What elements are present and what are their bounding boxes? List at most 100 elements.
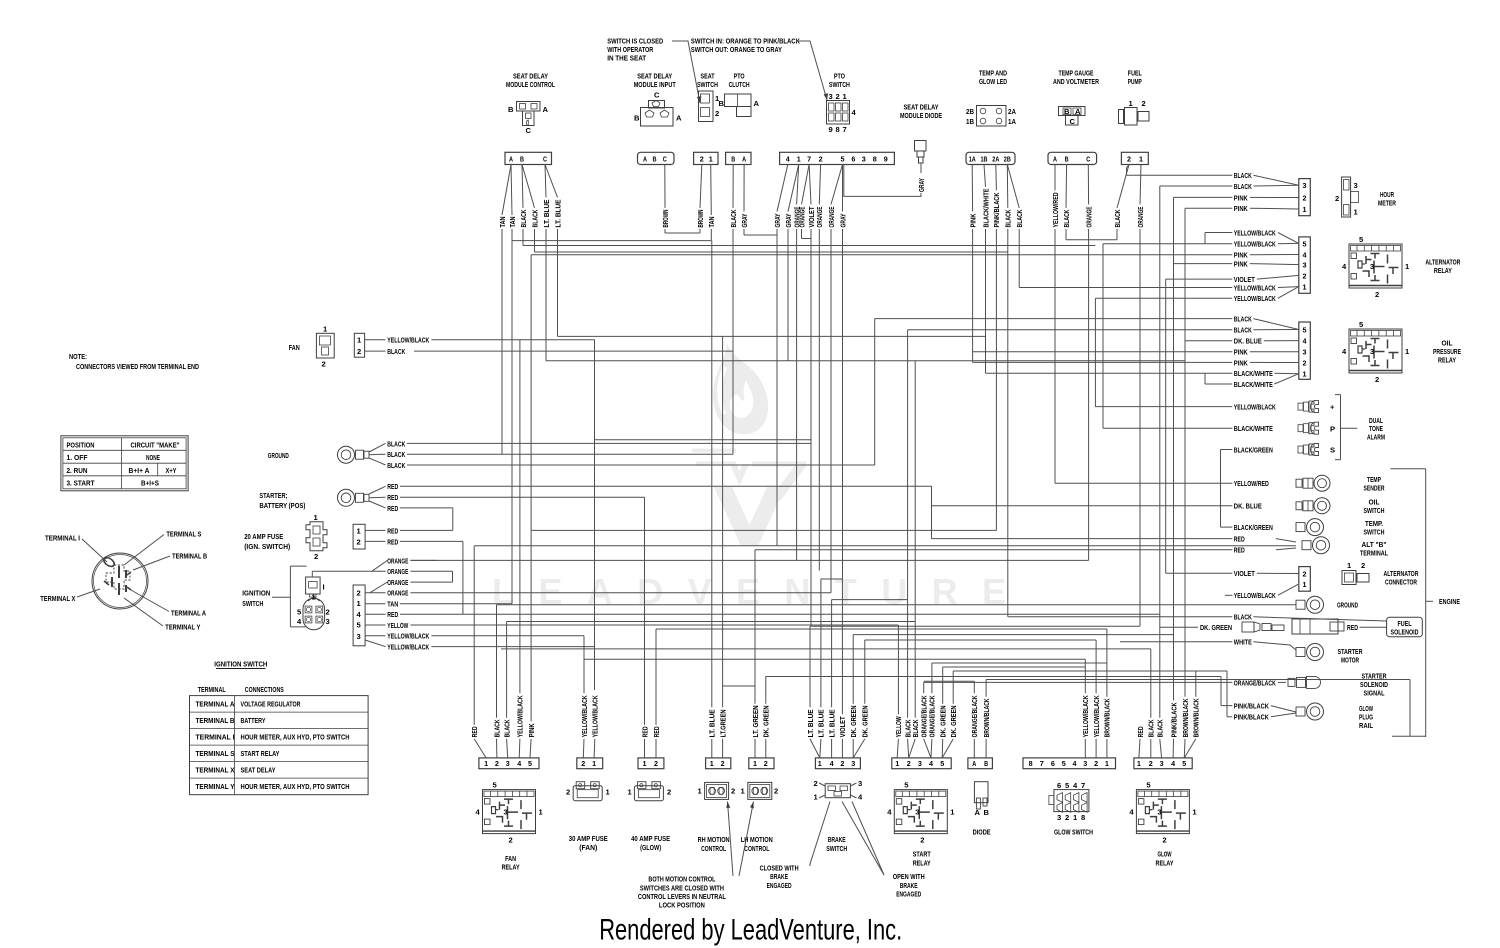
svg-text:1: 1 (1105, 759, 1110, 768)
svg-text:B: B (1064, 107, 1070, 116)
svg-text:B: B (1065, 154, 1069, 163)
svg-text:ORANGE: ORANGE (387, 578, 408, 587)
svg-text:4: 4 (929, 759, 934, 768)
svg-text:5: 5 (904, 781, 909, 790)
svg-text:ORANGE: ORANGE (797, 207, 806, 228)
svg-text:VIOLET: VIOLET (838, 716, 847, 737)
svg-text:LT. GREEN: LT. GREEN (751, 705, 760, 737)
svg-text:2: 2 (774, 787, 778, 796)
svg-text:OIL: OIL (1442, 339, 1453, 348)
svg-text:SEAT DELAY: SEAT DELAY (637, 72, 672, 81)
svg-text:1: 1 (1405, 347, 1410, 356)
svg-text:3: 3 (915, 808, 919, 817)
svg-text:GLOW SWITCH: GLOW SWITCH (1054, 828, 1093, 837)
svg-text:TERMINAL B: TERMINAL B (172, 551, 207, 560)
svg-text:(GLOW): (GLOW) (640, 843, 661, 852)
svg-text:1: 1 (1354, 208, 1359, 217)
svg-text:BLACK: BLACK (1004, 209, 1013, 227)
svg-text:7: 7 (1081, 781, 1085, 790)
svg-text:TERMINAL X: TERMINAL X (40, 594, 75, 603)
svg-text:RED: RED (387, 537, 398, 546)
svg-text:1: 1 (753, 759, 758, 768)
svg-text:BATTERY (POS): BATTERY (POS) (259, 501, 305, 510)
svg-text:LT. BLUE: LT. BLUE (806, 709, 815, 737)
svg-text:1: 1 (797, 154, 802, 163)
svg-text:B: B (984, 759, 988, 768)
svg-text:2: 2 (721, 759, 725, 768)
svg-text:4: 4 (786, 154, 791, 163)
svg-text:CONTROL: CONTROL (701, 844, 726, 853)
svg-text:WHITE: WHITE (1234, 638, 1252, 647)
svg-text:FAN: FAN (505, 854, 516, 863)
svg-text:2: 2 (715, 109, 719, 118)
svg-text:BLACK: BLACK (530, 209, 539, 227)
svg-text:SWITCHES ARE CLOSED WITH: SWITCHES ARE CLOSED WITH (640, 883, 724, 892)
svg-text:8: 8 (1029, 759, 1033, 768)
svg-text:RED: RED (652, 726, 661, 737)
svg-text:30 AMP FUSE: 30 AMP FUSE (569, 834, 608, 843)
svg-text:BLACK: BLACK (492, 719, 501, 737)
svg-text:BRAKE: BRAKE (900, 881, 918, 890)
svg-text:1: 1 (357, 336, 362, 345)
svg-text:B: B (984, 808, 990, 817)
svg-text:PINK/BLACK: PINK/BLACK (992, 192, 1001, 227)
svg-text:3: 3 (862, 154, 866, 163)
svg-text:SEAT DELAY: SEAT DELAY (904, 103, 939, 112)
svg-text:PRESSURE: PRESSURE (1433, 347, 1461, 356)
svg-text:START RELAY: START RELAY (241, 749, 280, 758)
svg-text:A: A (1053, 154, 1057, 163)
svg-text:BLACK: BLACK (1062, 209, 1071, 227)
svg-text:DUAL: DUAL (1369, 416, 1383, 425)
svg-text:PINK: PINK (527, 723, 536, 737)
svg-text:1A: 1A (1008, 117, 1016, 126)
svg-text:(IGN. SWITCH): (IGN. SWITCH) (244, 542, 290, 551)
svg-text:4: 4 (1073, 781, 1078, 790)
svg-text:OIL: OIL (1369, 498, 1380, 507)
svg-text:4: 4 (297, 617, 302, 626)
svg-text:VOLTAGE REGULATOR: VOLTAGE REGULATOR (241, 700, 301, 709)
svg-text:SWITCH OUT: ORANGE TO GRAY: SWITCH OUT: ORANGE TO GRAY (691, 45, 782, 54)
svg-text:B: B (508, 105, 514, 114)
svg-text:4: 4 (1073, 759, 1078, 768)
svg-text:CIRCUIT "MAKE": CIRCUIT "MAKE" (131, 440, 180, 449)
svg-text:YELLOW/BLACK: YELLOW/BLACK (580, 695, 589, 737)
svg-text:SWITCH: SWITCH (242, 599, 263, 608)
svg-text:BLACK: BLACK (1234, 315, 1252, 324)
svg-text:SWITCH: SWITCH (829, 80, 850, 89)
svg-text:CONNECTIONS: CONNECTIONS (245, 685, 284, 694)
svg-text:ORANGE/BLACK: ORANGE/BLACK (920, 695, 929, 737)
svg-text:2A: 2A (1008, 107, 1016, 116)
svg-text:BRAKE: BRAKE (828, 835, 846, 844)
svg-text:2: 2 (1303, 271, 1307, 280)
svg-text:7: 7 (1040, 759, 1044, 768)
svg-text:3: 3 (1303, 261, 1307, 270)
svg-text:X+Y: X+Y (166, 466, 177, 475)
svg-text:4: 4 (852, 108, 857, 117)
svg-text:YELLOW/BLACK: YELLOW/BLACK (1234, 240, 1276, 249)
svg-text:ORANGE: ORANGE (1136, 207, 1145, 228)
svg-text:B+I+S: B+I+S (141, 479, 159, 488)
svg-text:3: 3 (1303, 181, 1307, 190)
svg-text:C: C (526, 126, 532, 135)
svg-text:PINK/BLACK: PINK/BLACK (1234, 702, 1269, 711)
svg-text:3. START: 3. START (67, 479, 95, 488)
svg-text:MODULE DIODE: MODULE DIODE (900, 111, 942, 120)
svg-text:2: 2 (357, 347, 361, 356)
svg-text:3: 3 (829, 92, 833, 101)
svg-text:YELLOW/BLACK: YELLOW/BLACK (1234, 228, 1276, 237)
svg-text:C: C (1070, 117, 1076, 126)
svg-text:RED: RED (387, 610, 398, 619)
svg-text:4: 4 (1129, 808, 1134, 817)
svg-text:2: 2 (357, 589, 361, 598)
svg-text:1A: 1A (969, 154, 976, 163)
svg-text:NONE: NONE (146, 453, 160, 462)
svg-text:BROWN/BLACK: BROWN/BLACK (982, 698, 991, 737)
svg-text:LT.GREEN: LT.GREEN (718, 709, 727, 737)
svg-text:ORANGE: ORANGE (387, 556, 408, 565)
svg-text:3: 3 (1157, 808, 1161, 817)
svg-text:5: 5 (940, 759, 945, 768)
svg-text:BLACK: BLACK (387, 439, 405, 448)
svg-text:6: 6 (851, 154, 855, 163)
svg-text:BROWN: BROWN (661, 210, 670, 228)
svg-text:1: 1 (484, 759, 489, 768)
